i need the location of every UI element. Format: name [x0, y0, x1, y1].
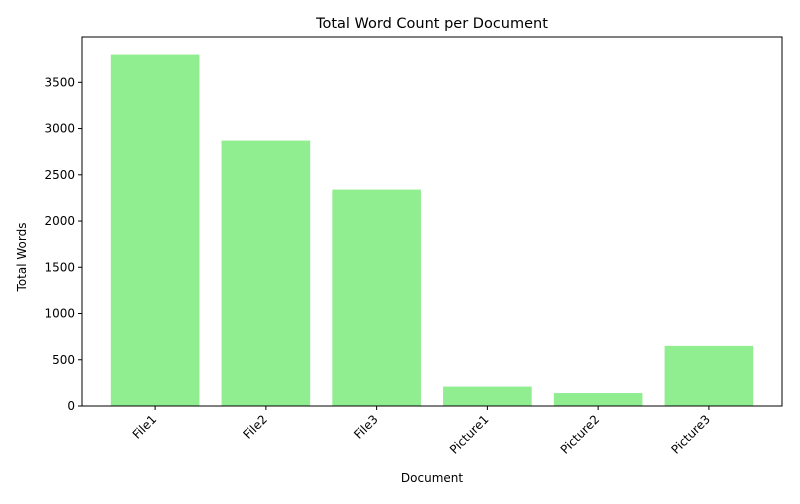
x-tick-label-picture2: Picture2: [558, 412, 602, 456]
y-tick-label: 0: [67, 399, 75, 413]
y-tick-label: 500: [52, 353, 75, 367]
x-tick-label-picture1: Picture1: [447, 412, 491, 456]
y-tick-label: 1000: [44, 307, 75, 321]
plot-frame: [81, 36, 783, 407]
x-axis-label: Document: [401, 471, 463, 485]
y-tick-label: 1500: [44, 260, 75, 274]
y-axis: 0 500 1000 1500 2000 2500 3000 3500: [44, 75, 82, 413]
x-tick-label-file1: File1: [130, 412, 159, 441]
bar-file3: [332, 189, 421, 406]
x-tick-label-file3: File3: [351, 412, 380, 441]
y-tick-label: 3500: [44, 75, 75, 89]
bars-group: [110, 54, 754, 406]
x-axis: File1 File2 File3 Picture1 Picture2 Picture3: [130, 406, 713, 457]
bar-picture2: [553, 393, 643, 406]
bar-file1: [110, 54, 200, 406]
y-tick-label: 3000: [44, 122, 75, 136]
x-tick-label-picture3: Picture3: [669, 412, 713, 456]
y-tick-label: 2500: [44, 168, 75, 182]
y-tick-label: 2000: [44, 214, 75, 228]
bar-picture3: [664, 345, 754, 406]
chart-title: Total Word Count per Document: [315, 16, 548, 32]
bar-file2: [221, 140, 311, 406]
bar-picture1: [443, 386, 532, 406]
x-tick-label-file2: File2: [240, 412, 269, 441]
y-axis-label: Total Words: [15, 223, 29, 293]
